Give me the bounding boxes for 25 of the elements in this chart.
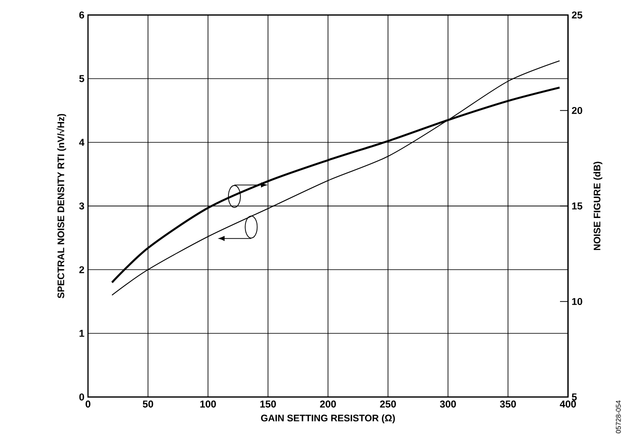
y2-tick-label: 25 bbox=[572, 11, 582, 19]
x-tick-label: 400 bbox=[560, 400, 576, 408]
x-tick-label: 100 bbox=[200, 400, 216, 408]
y-tick-label: 0 bbox=[79, 393, 84, 401]
x-tick-label: 350 bbox=[500, 400, 516, 408]
y-tick-label: 5 bbox=[79, 75, 84, 82]
x-tick-label: 200 bbox=[320, 400, 336, 408]
x-tick-label: 50 bbox=[142, 400, 154, 408]
y-axis-title: SPECTRAL NOISE DENSITY RTI (nV/√Hz) bbox=[56, 114, 66, 298]
y-tick-label: 6 bbox=[79, 11, 84, 19]
x-tick-label: 250 bbox=[380, 400, 396, 408]
y2-tick-label: 10 bbox=[572, 298, 582, 306]
x-tick-label: 150 bbox=[260, 400, 276, 408]
y2-tick-label: 20 bbox=[572, 106, 582, 114]
y-tick-label: 4 bbox=[79, 138, 84, 146]
x-axis-title: GAIN SETTING RESISTOR (Ω) bbox=[261, 414, 395, 424]
y2-tick-label: 15 bbox=[572, 202, 582, 210]
y-tick-label: 2 bbox=[79, 266, 84, 274]
x-tick-label: 0 bbox=[86, 400, 90, 408]
y2-axis-title: NOISE FIGURE (dB) bbox=[593, 162, 602, 250]
line-series bbox=[112, 60, 560, 296]
x-tick-label: 300 bbox=[440, 400, 456, 408]
y-tick-label: 3 bbox=[79, 202, 84, 210]
y-tick-label: 1 bbox=[80, 330, 84, 337]
y2-tick-label: 5 bbox=[572, 394, 577, 400]
